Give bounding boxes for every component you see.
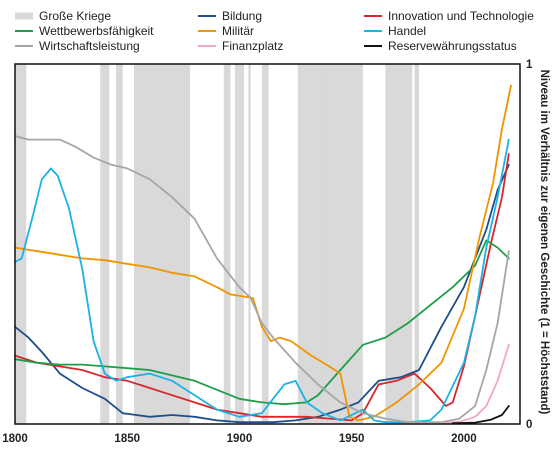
war-band-7	[261, 64, 269, 424]
war-band-5	[234, 64, 244, 424]
plot-frame	[14, 63, 521, 425]
war-band-2	[116, 64, 123, 424]
x-tick-label-3: 1950	[339, 433, 365, 445]
series-line-4	[14, 138, 510, 424]
war-band-6	[248, 64, 251, 424]
series-line-6	[440, 343, 510, 425]
series-lines	[14, 84, 512, 425]
x-tick-label-0: 1800	[2, 433, 28, 445]
x-axis-ticks: 1800 1850 1900 1950 2000	[2, 433, 476, 445]
legend-label-1: Bildung	[222, 9, 262, 23]
war-band-10	[340, 64, 363, 424]
x-tick-label-1: 1850	[114, 433, 140, 445]
series-line-0	[14, 163, 510, 424]
war-band-8	[297, 64, 323, 424]
war-band-12	[414, 64, 419, 424]
series-line-3	[14, 84, 512, 422]
legend-label-7: Finanzplatz	[222, 39, 283, 53]
x-tick-label-4: 2000	[451, 433, 477, 445]
war-band-3	[133, 64, 191, 424]
war-band-9	[322, 64, 341, 424]
series-line-1	[14, 153, 510, 422]
y-tick-label-1: 1	[526, 59, 533, 71]
war-band-1	[100, 64, 110, 424]
legend-label-2: Innovation und Technologie	[388, 9, 534, 23]
legend: Große Kriege Bildung Innovation und Techno…	[15, 9, 534, 53]
x-tick-label-2: 1900	[227, 433, 253, 445]
series-line-5	[14, 135, 510, 424]
legend-label-0: Große Kriege	[39, 9, 111, 23]
legend-label-3: Wettbewerbsfähigkeit	[39, 24, 154, 38]
war-band-0	[15, 64, 27, 424]
legend-label-8: Reservewährungsstatus	[388, 39, 517, 53]
war-bands	[15, 64, 419, 424]
y-axis-label: Niveau im Verhältnis zur eigenen Geschic…	[538, 70, 550, 415]
legend-label-5: Handel	[388, 24, 426, 38]
war-band-4	[223, 64, 231, 424]
y-axis-ticks: 01	[526, 59, 533, 431]
war-band-11	[385, 64, 413, 424]
legend-label-4: Militär	[222, 24, 254, 38]
series-line-2	[14, 239, 510, 406]
y-tick-label-0: 0	[526, 419, 532, 431]
legend-label-6: Wirtschaftsleistung	[39, 39, 140, 53]
series-line-7	[451, 405, 510, 425]
